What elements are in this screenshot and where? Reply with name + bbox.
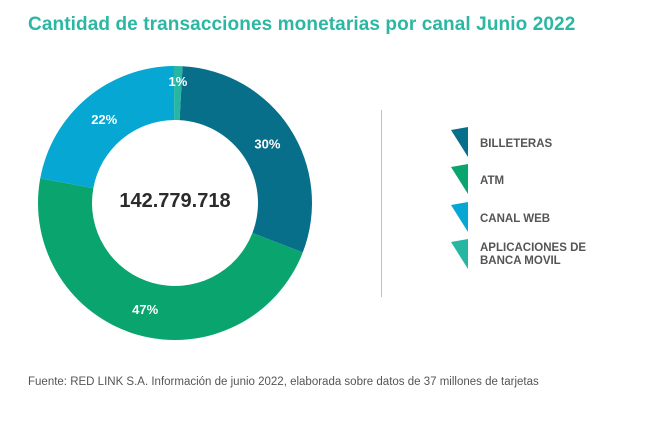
chart-title: Cantidad de transacciones monetarias por… [28, 14, 576, 35]
legend-swatch-icon [451, 239, 468, 269]
legend-item-aplicaciones-banca-movil: APLICACIONES DE BANCA MOVIL [450, 238, 650, 270]
legend-label-line2: BANCA MOVIL [480, 255, 561, 267]
slice-label-canal-web: 22% [91, 112, 117, 127]
total-transactions-value: 142.779.718 [119, 190, 231, 212]
legend-swatch-icon [451, 164, 468, 194]
legend-item-atm: ATM [450, 163, 650, 195]
legend-swatch-icon [451, 202, 468, 232]
legend-item-canal-web: CANAL WEB [450, 201, 650, 233]
slice-canal-web [40, 66, 175, 189]
legend-label: BILLETERAS [480, 138, 553, 150]
legend-label: ATM [480, 175, 505, 187]
source-note: Fuente: RED LINK S.A. Información de jun… [28, 376, 539, 388]
slice-label-billeteras: 30% [254, 136, 280, 151]
legend-swatch-icon [451, 127, 468, 157]
legend-label: APLICACIONES DE BANCA MOVIL [480, 242, 586, 268]
slice-aplicaciones-de-banca-movil [173, 66, 183, 121]
slice-atm [37, 178, 303, 340]
slice-billeteras [179, 66, 312, 253]
legend-item-billeteras: BILLETERAS [450, 126, 650, 158]
slice-label-atm: 47% [132, 302, 158, 317]
slice-label-aplicaciones-de-banca-movil: 1% [168, 74, 187, 89]
divider [381, 110, 382, 297]
legend-label: CANAL WEB [480, 213, 551, 225]
legend-label-line1: APLICACIONES DE [480, 242, 587, 254]
